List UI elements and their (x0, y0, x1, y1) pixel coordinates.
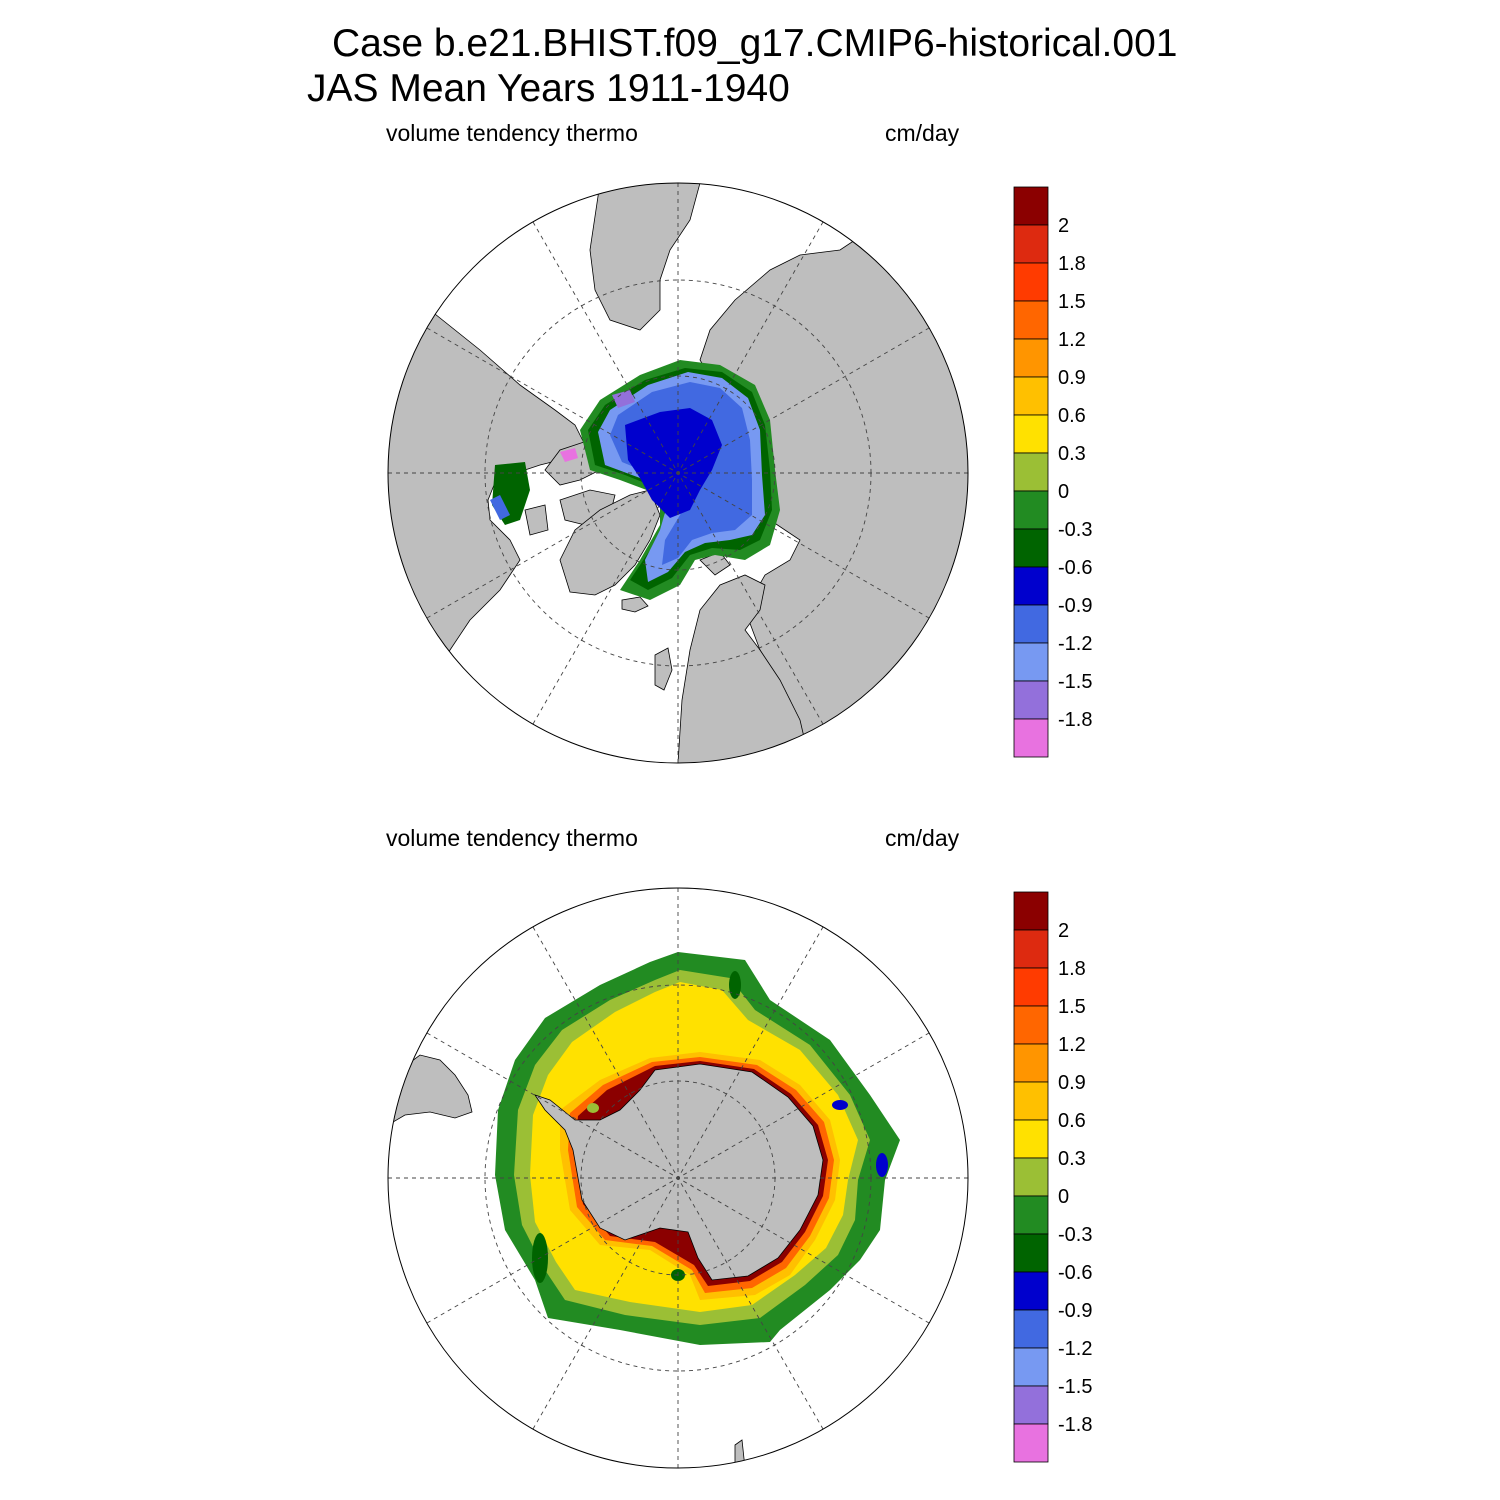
sh-colorbar-label: -1.2 (1058, 1338, 1092, 1360)
sh-colorbar-label: -0.6 (1058, 1262, 1092, 1284)
sh-colorbar-label: 0.6 (1058, 1110, 1086, 1132)
sh-units-label: cm/day (885, 825, 960, 851)
sh-patch-minus-0-9-ne (832, 1100, 848, 1110)
nh-colorbar-label: 0.3 (1058, 443, 1086, 465)
sh-colorbar-swatch (1013, 891, 1049, 931)
sh-colorbar-label: 1.2 (1058, 1034, 1086, 1056)
sh-colorbar-swatch (1013, 1005, 1049, 1045)
nh-ice-field (490, 360, 780, 600)
sh-colorbar-swatch (1013, 1385, 1049, 1425)
figure-title-period: JAS Mean Years 1911-1940 (307, 67, 790, 110)
nh-colorbar-label: -0.6 (1058, 557, 1092, 579)
nh-contour-minus-0-9 (625, 408, 722, 518)
sh-colorbar-swatch (1013, 1043, 1049, 1083)
nh-baffin-ice-blue (490, 495, 510, 520)
nh-colorbar-swatch (1013, 224, 1049, 264)
nh-colorbar-swatch (1013, 490, 1049, 530)
sh-colorbar-label: -1.5 (1058, 1376, 1092, 1398)
sh-colorbar-swatch (1013, 1195, 1049, 1235)
nh-colorbar-swatch (1013, 642, 1049, 682)
nh-colorbar-swatch (1013, 186, 1049, 226)
nh-colorbar-swatch (1013, 262, 1049, 302)
nh-colorbar-label: -0.9 (1058, 595, 1092, 617)
sh-colorbar-swatch (1013, 1081, 1049, 1121)
nh-graticule (388, 183, 968, 763)
sh-graticule (388, 888, 968, 1468)
nh-colorbar-swatch (1013, 414, 1049, 454)
nh-colorbar-swatch (1013, 528, 1049, 568)
nh-units-label: cm/day (885, 120, 960, 146)
sh-patch-minus-0-9-east (876, 1153, 888, 1177)
nh-colorbar-swatch (1013, 566, 1049, 606)
sh-colorbar-swatch (1013, 1119, 1049, 1159)
sh-colorbar-label: 1.5 (1058, 996, 1086, 1018)
sh-colorbar-swatch (1013, 1271, 1049, 1311)
sh-colorbar-label: 0.3 (1058, 1148, 1086, 1170)
north-polar-map (387, 182, 969, 764)
sh-colorbar-swatch (1013, 1157, 1049, 1197)
sh-colorbar: 2 1.8 1.5 1.2 0.9 0.6 0.3 0 -0.3 -0.6 -0.9 -1.2 -1.5… (1013, 891, 1092, 1463)
sh-colorbar-swatch (1013, 1233, 1049, 1273)
sh-colorbar-swatch (1013, 929, 1049, 969)
nh-colorbar-swatch (1013, 452, 1049, 492)
sh-map-border (387, 887, 969, 1469)
nh-colorbar-swatch (1013, 300, 1049, 340)
nh-variable-label: volume tendency thermo (386, 120, 638, 146)
nh-colorbar-swatch (1013, 718, 1049, 758)
nh-colorbar-label: 2 (1058, 215, 1069, 237)
nh-colorbar-swatch (1013, 604, 1049, 644)
nh-colorbar-label: -1.8 (1058, 709, 1092, 731)
sh-colorbar-label: 0 (1058, 1186, 1069, 1208)
nh-colorbar-label: 0.9 (1058, 367, 1086, 389)
nh-colorbar: 2 1.8 1.5 1.2 0.9 0.6 0.3 0 -0.3 -0.6 -0.9 -1.2 -1.5… (1013, 186, 1092, 758)
sh-patch-minus-0-6-north (729, 971, 741, 999)
sh-variable-label: volume tendency thermo (386, 825, 638, 851)
sh-colorbar-swatch (1013, 1309, 1049, 1349)
nh-colorbar-label: -0.3 (1058, 519, 1092, 541)
nh-colorbar-label: 0 (1058, 481, 1069, 503)
sh-colorbar-label: 0.9 (1058, 1072, 1086, 1094)
sh-colorbar-label: 2 (1058, 920, 1069, 942)
sh-patch-0-3-small (587, 1103, 599, 1113)
sh-colorbar-label: 1.8 (1058, 958, 1086, 980)
sh-colorbar-swatch (1013, 967, 1049, 1007)
nh-colorbar-swatch (1013, 338, 1049, 378)
nh-colorbar-label: 0.6 (1058, 405, 1086, 427)
nh-patch-minus-1-8 (612, 390, 635, 408)
figure-title-case: Case b.e21.BHIST.f09_g17.CMIP6-historica… (332, 22, 1178, 65)
nh-colorbar-label: -1.2 (1058, 633, 1092, 655)
nh-map-border (387, 182, 969, 764)
nh-patch-below-minus-1-8 (560, 448, 578, 462)
nh-colorbar-label: 1.8 (1058, 253, 1086, 275)
sh-colorbar-swatch (1013, 1423, 1049, 1463)
nh-colorbar-label: -1.5 (1058, 671, 1092, 693)
nh-land (388, 183, 968, 763)
nh-colorbar-swatch (1013, 376, 1049, 416)
nh-colorbar-swatch (1013, 680, 1049, 720)
sh-land (388, 1054, 824, 1468)
sh-colorbar-label: -1.8 (1058, 1414, 1092, 1436)
nh-colorbar-label: 1.5 (1058, 291, 1086, 313)
sh-colorbar-swatch (1013, 1347, 1049, 1387)
sh-colorbar-label: -0.3 (1058, 1224, 1092, 1246)
south-polar-map (387, 887, 969, 1469)
sh-colorbar-label: -0.9 (1058, 1300, 1092, 1322)
nh-colorbar-label: 1.2 (1058, 329, 1086, 351)
